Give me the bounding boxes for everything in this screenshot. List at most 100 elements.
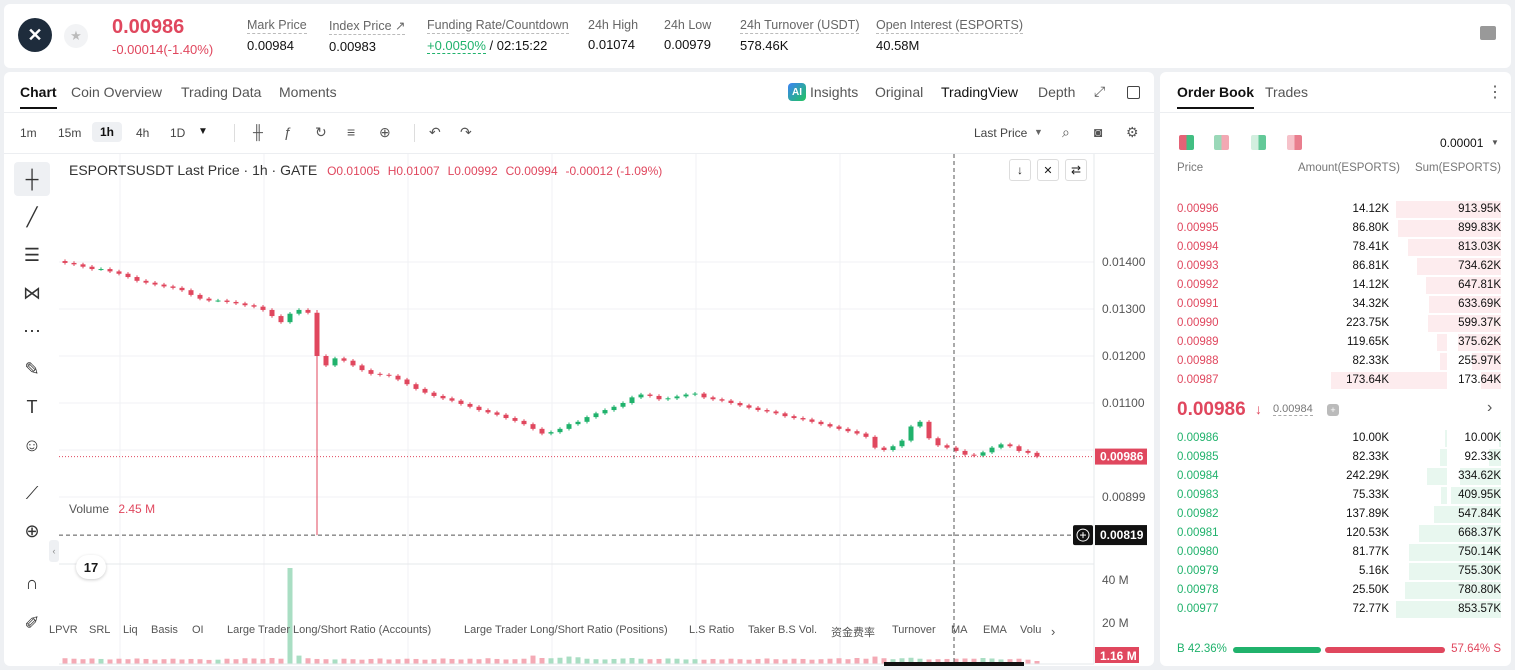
indicator-ma[interactable]: MA bbox=[951, 624, 968, 636]
candle-body[interactable] bbox=[206, 298, 212, 301]
candle-body[interactable] bbox=[80, 264, 86, 267]
candle-body[interactable] bbox=[413, 384, 419, 389]
indicator-funding-rate[interactable]: 资金费率 bbox=[831, 627, 875, 639]
candle-body[interactable] bbox=[953, 447, 959, 451]
candle-body[interactable] bbox=[854, 431, 860, 434]
ask-row[interactable]: 0.00992 14.12K 647.81K bbox=[1160, 276, 1511, 295]
pattern-tool-icon[interactable]: ⋈ bbox=[23, 282, 41, 303]
timeframe-dropdown-icon[interactable]: ▼ bbox=[198, 126, 208, 137]
candle-body[interactable] bbox=[386, 374, 392, 376]
candle-body[interactable] bbox=[890, 446, 896, 450]
candle-body[interactable] bbox=[800, 418, 806, 420]
candle-body[interactable] bbox=[818, 421, 824, 425]
arrow-down-icon[interactable]: ↓ bbox=[1009, 159, 1031, 181]
candle-body[interactable] bbox=[143, 280, 149, 283]
timeframe-4h[interactable]: 4h bbox=[136, 126, 150, 140]
candle-body[interactable] bbox=[161, 284, 167, 287]
candle-body[interactable] bbox=[449, 398, 455, 401]
indicator-oi[interactable]: OI bbox=[192, 624, 204, 636]
bid-row[interactable]: 0.00986 10.00K 10.00K bbox=[1160, 429, 1511, 448]
candle-body[interactable] bbox=[368, 370, 374, 374]
candle-body[interactable] bbox=[332, 358, 338, 366]
candle-body[interactable] bbox=[683, 394, 689, 397]
timeframe-1d[interactable]: 1D bbox=[170, 126, 186, 140]
candle-body[interactable] bbox=[782, 413, 788, 417]
candle-body[interactable] bbox=[836, 426, 842, 429]
bid-row[interactable]: 0.00982 137.89K 547.84K bbox=[1160, 505, 1511, 524]
candle-body[interactable] bbox=[971, 454, 977, 456]
precision-select[interactable]: 0.00001 bbox=[1440, 136, 1484, 150]
candle-body[interactable] bbox=[827, 424, 833, 427]
expand-icon[interactable]: ⤢ bbox=[1094, 83, 1106, 99]
swap-icon[interactable]: ⇄ bbox=[1065, 159, 1087, 181]
layout-square-icon[interactable] bbox=[1127, 86, 1140, 99]
candle-body[interactable] bbox=[1007, 444, 1013, 447]
candle-body[interactable] bbox=[197, 294, 203, 299]
candle-body[interactable] bbox=[467, 403, 473, 407]
timeframe-1h[interactable]: 1h bbox=[92, 122, 123, 142]
pencil-lock-tool-icon[interactable]: ✐ bbox=[24, 612, 40, 633]
ask-row[interactable]: 0.00987 173.64K 173.64K bbox=[1160, 371, 1511, 390]
candle-body[interactable] bbox=[305, 309, 311, 313]
candle-body[interactable] bbox=[530, 424, 536, 429]
candle-body[interactable] bbox=[62, 261, 68, 263]
candle-body[interactable] bbox=[107, 269, 113, 272]
chevron-right-icon[interactable]: › bbox=[1051, 624, 1056, 639]
candle-body[interactable] bbox=[899, 440, 905, 447]
price-source-select[interactable]: Last Price bbox=[974, 126, 1028, 140]
candle-type-icon[interactable]: ╫ bbox=[253, 124, 263, 140]
bid-row[interactable]: 0.00984 242.29K 334.62K bbox=[1160, 467, 1511, 486]
candle-body[interactable] bbox=[737, 403, 743, 406]
candle-body[interactable] bbox=[701, 393, 707, 398]
ask-row[interactable]: 0.00995 86.80K 899.83K bbox=[1160, 219, 1511, 238]
notebook-icon[interactable] bbox=[1480, 26, 1496, 40]
candle-body[interactable] bbox=[269, 309, 275, 317]
price-chart[interactable]: 0.01400 0.01300 0.01200 0.01100 0.00899 40 M 2… bbox=[59, 154, 1154, 666]
candle-body[interactable] bbox=[791, 416, 797, 419]
candle-body[interactable] bbox=[926, 421, 932, 439]
candle-body[interactable] bbox=[224, 300, 230, 302]
redo-icon[interactable]: ↷ bbox=[460, 124, 472, 140]
indicator-lt-accounts[interactable]: Large Trader Long/Short Ratio (Accounts) bbox=[227, 624, 432, 636]
view-original[interactable]: Original bbox=[875, 84, 924, 100]
candle-body[interactable] bbox=[548, 432, 554, 434]
candle-body[interactable] bbox=[764, 410, 770, 412]
candle-body[interactable] bbox=[251, 305, 257, 307]
candle-body[interactable] bbox=[962, 450, 968, 455]
view-both-icon[interactable] bbox=[1179, 135, 1194, 150]
indicator-ls-ratio[interactable]: L.S Ratio bbox=[689, 624, 735, 636]
collapse-toolbar-icon[interactable]: ‹ bbox=[49, 540, 59, 562]
bid-row[interactable]: 0.00977 72.77K 853.57K bbox=[1160, 600, 1511, 619]
indicator-srl[interactable]: SRL bbox=[89, 624, 111, 636]
indicator-liq[interactable]: Liq bbox=[123, 624, 138, 636]
tab-coin-overview[interactable]: Coin Overview bbox=[71, 84, 163, 100]
indicators-icon[interactable]: ƒ bbox=[284, 124, 292, 140]
indicator-lt-positions[interactable]: Large Trader Long/Short Ratio (Positions… bbox=[464, 624, 668, 636]
ask-row[interactable]: 0.00988 82.33K 255.97K bbox=[1160, 352, 1511, 371]
candle-body[interactable] bbox=[881, 447, 887, 450]
candle-body[interactable] bbox=[125, 273, 131, 278]
candle-body[interactable] bbox=[692, 393, 698, 395]
plus-circle-icon[interactable] bbox=[1076, 528, 1090, 542]
candle-body[interactable] bbox=[323, 356, 329, 366]
chevron-right-icon[interactable]: › bbox=[1487, 399, 1493, 416]
text-tool-icon[interactable]: T bbox=[26, 396, 38, 417]
search-icon[interactable]: ⌕ bbox=[1062, 124, 1070, 140]
candle-body[interactable] bbox=[431, 392, 437, 396]
indicator-basis[interactable]: Basis bbox=[151, 624, 178, 636]
collapse-legend-icon[interactable]: ✕ bbox=[1037, 159, 1059, 181]
view-depth[interactable]: Depth bbox=[1038, 84, 1076, 100]
candle-body[interactable] bbox=[656, 395, 662, 400]
candle-body[interactable] bbox=[710, 397, 716, 400]
candle-body[interactable] bbox=[71, 262, 77, 265]
candle-body[interactable] bbox=[98, 269, 104, 271]
timeframe-1m[interactable]: 1m bbox=[20, 126, 37, 140]
replay-icon[interactable]: ↻ bbox=[315, 124, 327, 140]
zoom-in-tool-icon[interactable]: ⊕ bbox=[24, 520, 40, 541]
ask-row[interactable]: 0.00994 78.41K 813.03K bbox=[1160, 238, 1511, 257]
candle-body[interactable] bbox=[665, 398, 671, 400]
candle-body[interactable] bbox=[1034, 452, 1040, 457]
candle-body[interactable] bbox=[575, 421, 581, 425]
candle-body[interactable] bbox=[179, 287, 185, 291]
bid-row[interactable]: 0.00985 82.33K 92.33K bbox=[1160, 448, 1511, 467]
